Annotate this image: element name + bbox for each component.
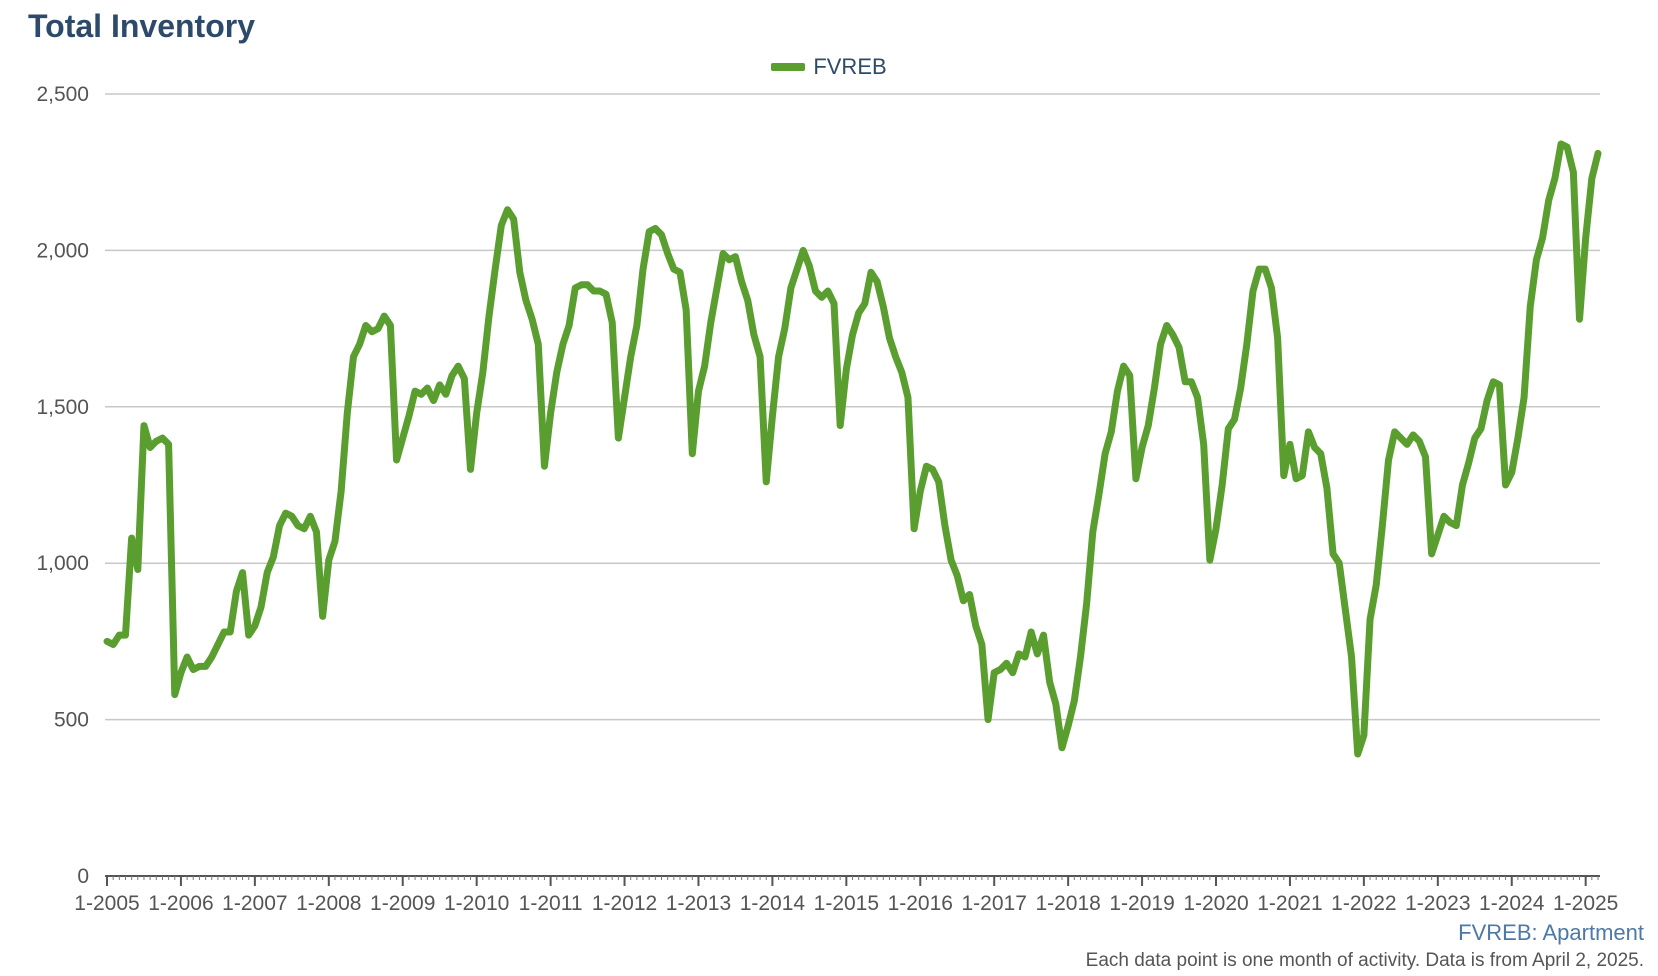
series-line-fvreb [103, 140, 1602, 758]
footnote: Each data point is one month of activity… [1085, 950, 1644, 971]
x-tick-label: 1-2005 [74, 892, 139, 915]
y-tick-label: 2,500 [36, 83, 89, 106]
y-tick-label: 1,000 [36, 552, 89, 575]
x-tick-label: 1-2022 [1331, 892, 1396, 915]
x-tick-label: 1-2020 [1183, 892, 1248, 915]
x-tick-label: 1-2011 [519, 892, 583, 915]
x-tick-label: 1-2024 [1479, 892, 1545, 915]
x-tick-label: 1-2008 [296, 892, 361, 915]
chart-title: Total Inventory [28, 8, 255, 44]
x-tick-label: 1-2021 [1257, 892, 1322, 915]
y-tick-label: 1,500 [36, 396, 89, 419]
x-tick-label: 1-2015 [814, 892, 879, 915]
x-tick-label: 1-2017 [962, 892, 1027, 915]
x-tick-label: 1-2007 [222, 892, 287, 915]
y-tick-label: 500 [54, 709, 89, 732]
x-tick-label: 1-2014 [740, 892, 806, 915]
x-tick-label: 1-2013 [666, 892, 731, 915]
y-tick-label: 0 [77, 865, 89, 888]
source-label[interactable]: FVREB: Apartment [1458, 920, 1644, 945]
x-tick-label: 1-2006 [148, 892, 213, 915]
legend-swatch [771, 63, 806, 71]
x-tick-label: 1-2009 [370, 892, 435, 915]
x-tick-label: 1-2018 [1035, 892, 1100, 915]
x-tick-label: 1-2023 [1405, 892, 1470, 915]
x-tick-label: 1-2019 [1109, 892, 1174, 915]
y-tick-label: 2,000 [36, 239, 89, 262]
legend-label: FVREB [813, 54, 887, 79]
legend[interactable]: FVREB [0, 54, 1658, 80]
x-tick-label: 1-2010 [444, 892, 509, 915]
x-tick-label: 1-2025 [1553, 892, 1618, 915]
x-tick-label: 1-2016 [888, 892, 953, 915]
x-tick-label: 1-2012 [592, 892, 657, 915]
